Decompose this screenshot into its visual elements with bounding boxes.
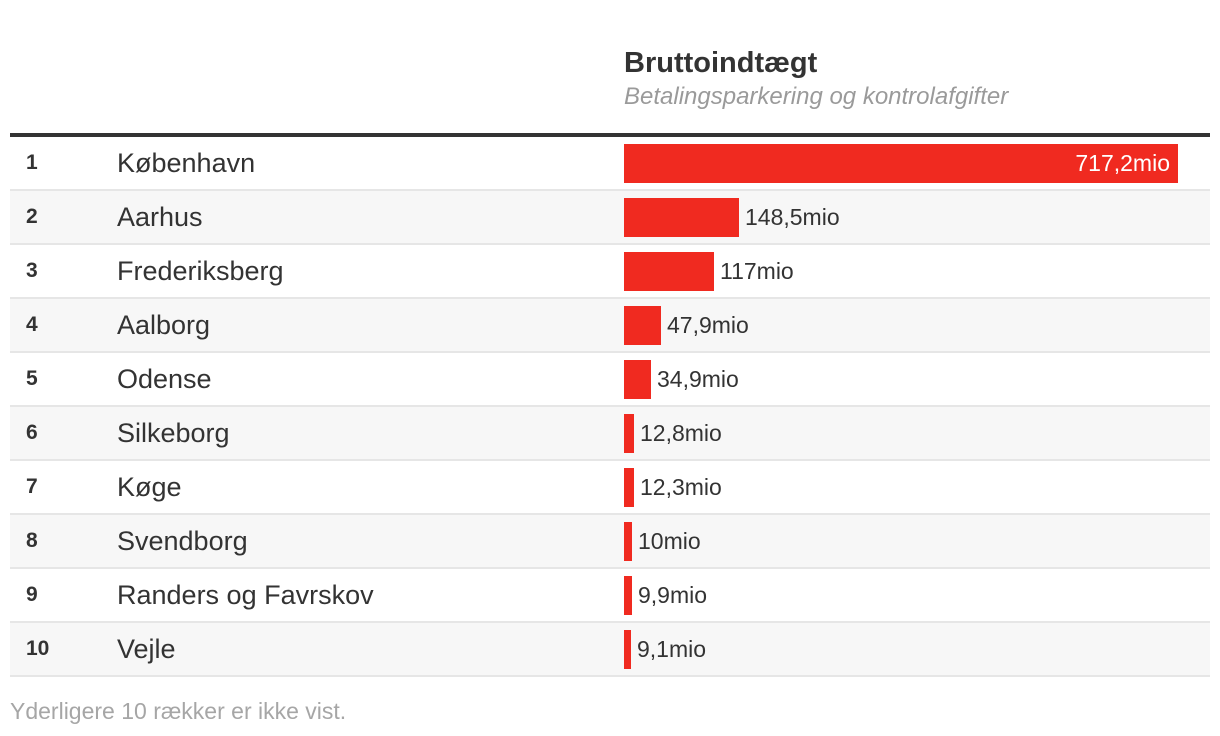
rank-label: 1 xyxy=(26,151,38,174)
municipality-name: Svendborg xyxy=(117,526,248,556)
rank-label: 5 xyxy=(26,367,38,390)
table-row: 2 Aarhus 148,5mio xyxy=(10,191,1210,245)
value-label: 10mio xyxy=(638,528,701,554)
header-rule xyxy=(10,133,1210,137)
column-title: Bruttoindtægt xyxy=(624,47,818,79)
table-row: 6 Silkeborg 12,8mio xyxy=(10,407,1210,461)
bar xyxy=(624,522,632,561)
municipality-name: Køge xyxy=(117,472,182,502)
municipality-name: Aarhus xyxy=(117,202,203,232)
table-row: 9 Randers og Favrskov 9,9mio xyxy=(10,569,1210,623)
bar xyxy=(624,630,631,669)
rank-label: 2 xyxy=(26,205,38,228)
ranking-table: 1 København 717,2mio 2 Aarhus 148,5mio 3 Freder… xyxy=(10,137,1210,677)
municipality-name: Aalborg xyxy=(117,310,211,340)
table-row: 4 Aalborg 47,9mio xyxy=(10,299,1210,353)
value-label: 117mio xyxy=(720,258,794,284)
value-label: 148,5mio xyxy=(745,204,840,230)
municipality-name: Frederiksberg xyxy=(117,256,284,286)
municipality-name: København xyxy=(117,148,256,178)
value-label: 12,3mio xyxy=(640,474,722,500)
bar xyxy=(624,468,634,507)
table-row: 1 København 717,2mio xyxy=(10,137,1210,191)
rank-label: 8 xyxy=(26,529,38,552)
table-row: 10 Vejle 9,1mio xyxy=(10,623,1210,677)
rank-label: 6 xyxy=(26,421,38,444)
municipality-name: Vejle xyxy=(117,634,176,664)
rank-label: 7 xyxy=(26,475,38,498)
bar xyxy=(624,198,739,237)
bar xyxy=(624,252,714,291)
table-row: 8 Svendborg 10mio xyxy=(10,515,1210,569)
rank-label: 4 xyxy=(26,313,38,336)
rank-label: 9 xyxy=(26,583,38,606)
value-label: 717,2mio xyxy=(1075,150,1170,176)
table-row: 5 Odense 34,9mio xyxy=(10,353,1210,407)
value-label: 9,9mio xyxy=(638,582,708,608)
column-header: Bruttoindtægt Betalingsparkering og kont… xyxy=(624,44,1210,112)
bar xyxy=(624,360,651,399)
column-subtitle: Betalingsparkering og kontrolafgifter xyxy=(624,83,1009,110)
bar xyxy=(624,414,634,453)
table-row: 3 Frederiksberg 117mio xyxy=(10,245,1210,299)
table-row: 7 Køge 12,3mio xyxy=(10,461,1210,515)
municipality-name: Randers og Favrskov xyxy=(117,580,374,610)
rank-label: 10 xyxy=(26,637,50,660)
bar xyxy=(624,576,632,615)
value-label: 9,1mio xyxy=(637,636,707,662)
value-label: 34,9mio xyxy=(657,366,739,392)
footnote: Yderligere 10 rækker er ikke vist. xyxy=(10,698,347,724)
municipality-name: Silkeborg xyxy=(117,418,230,448)
bar xyxy=(624,144,1178,183)
municipality-name: Odense xyxy=(117,364,212,394)
rank-label: 3 xyxy=(26,259,38,282)
bar xyxy=(624,306,661,345)
value-label: 12,8mio xyxy=(640,420,722,446)
value-label: 47,9mio xyxy=(667,312,749,338)
